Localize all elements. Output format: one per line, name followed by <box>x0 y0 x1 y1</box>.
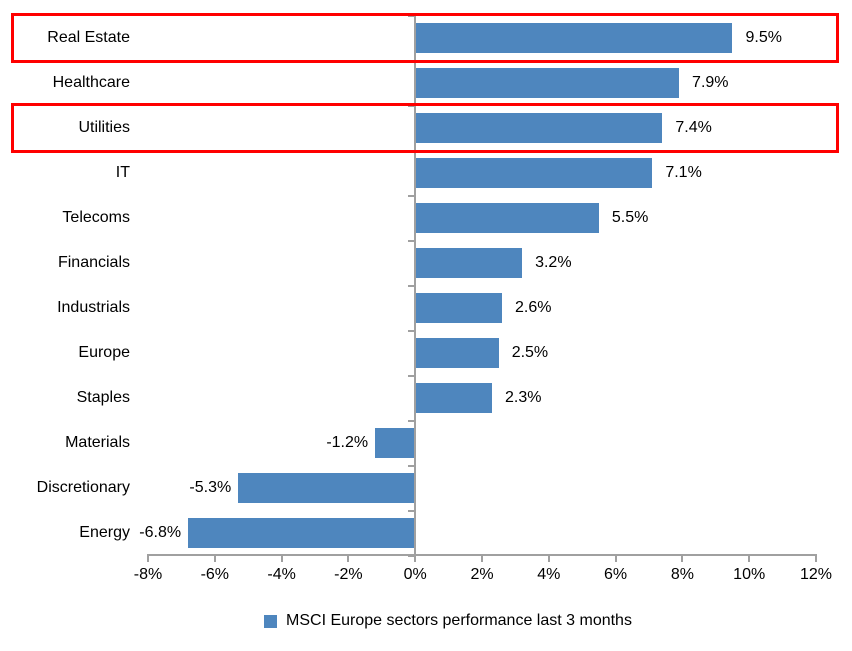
y-axis-tick <box>408 555 415 557</box>
legend-marker-icon <box>264 614 278 628</box>
bar <box>238 472 416 503</box>
value-label: 5.5% <box>611 209 649 226</box>
x-axis-tick <box>681 554 684 562</box>
y-axis-tick <box>408 15 415 17</box>
value-label: -5.3% <box>189 479 232 496</box>
value-label: -1.2% <box>326 434 369 451</box>
bar <box>188 517 416 548</box>
y-axis-tick <box>408 420 415 422</box>
y-axis-tick <box>408 375 415 377</box>
x-axis-tick <box>614 554 617 562</box>
bar <box>415 112 663 143</box>
y-axis-tick <box>408 240 415 242</box>
x-tick-label: 4% <box>537 566 561 583</box>
x-tick-label: 6% <box>604 566 628 583</box>
category-label: Europe <box>78 344 130 361</box>
bar <box>415 202 599 233</box>
value-label: -6.8% <box>139 524 182 541</box>
y-axis-tick <box>408 465 415 467</box>
value-label: 9.5% <box>745 29 782 46</box>
x-axis-tick <box>414 554 417 562</box>
legend: MSCI Europe sectors performance last 3 m… <box>0 606 852 636</box>
category-label: Real Estate <box>47 29 130 46</box>
x-tick-label: -2% <box>334 566 363 583</box>
bar <box>415 157 653 188</box>
x-axis-tick <box>815 554 817 562</box>
bar <box>415 382 492 413</box>
bar <box>415 292 503 323</box>
x-axis-tick <box>280 554 283 562</box>
bar <box>415 247 523 278</box>
x-tick-label: 0% <box>403 566 427 583</box>
category-label: Utilities <box>78 119 130 136</box>
bar <box>375 427 416 458</box>
category-label: IT <box>115 164 130 181</box>
x-tick-label: -8% <box>133 566 163 583</box>
x-axis-tick <box>213 554 216 562</box>
category-label: Staples <box>76 389 130 406</box>
bar <box>415 22 733 53</box>
value-label: 7.9% <box>692 74 729 91</box>
x-tick-label: 2% <box>470 566 494 583</box>
category-label: Industrials <box>57 299 130 316</box>
y-axis-tick <box>408 195 415 197</box>
x-axis-tick <box>147 554 149 562</box>
x-tick-label: 10% <box>733 566 766 583</box>
bar <box>415 67 680 98</box>
bar <box>415 337 499 368</box>
x-axis-tick <box>547 554 550 562</box>
value-label: 2.6% <box>515 299 552 316</box>
highlight-box <box>11 13 839 63</box>
y-axis-tick <box>408 510 415 512</box>
value-label: 7.4% <box>675 119 712 136</box>
category-label: Energy <box>79 524 130 541</box>
x-tick-label: -6% <box>200 566 230 583</box>
y-axis-line <box>414 15 417 556</box>
y-axis-tick <box>408 330 415 332</box>
y-axis-tick <box>408 105 415 107</box>
x-axis-tick <box>481 554 483 562</box>
value-label: 3.2% <box>535 254 572 271</box>
category-label: Discretionary <box>36 479 130 496</box>
x-axis-tick <box>748 554 751 562</box>
x-tick-label: 8% <box>670 566 694 583</box>
x-tick-label: -4% <box>267 566 296 583</box>
value-label: 7.1% <box>665 164 702 181</box>
highlight-box <box>11 103 839 153</box>
category-label: Healthcare <box>52 74 130 91</box>
x-tick-label: 12% <box>799 566 833 583</box>
legend-label: MSCI Europe sectors performance last 3 m… <box>286 612 632 629</box>
value-label: 2.5% <box>511 344 549 361</box>
category-label: Materials <box>65 434 130 451</box>
y-axis-tick <box>408 285 415 287</box>
category-label: Telecoms <box>62 209 130 226</box>
x-axis-tick <box>347 554 350 562</box>
category-label: Financials <box>57 254 130 271</box>
value-label: 2.3% <box>505 389 542 406</box>
